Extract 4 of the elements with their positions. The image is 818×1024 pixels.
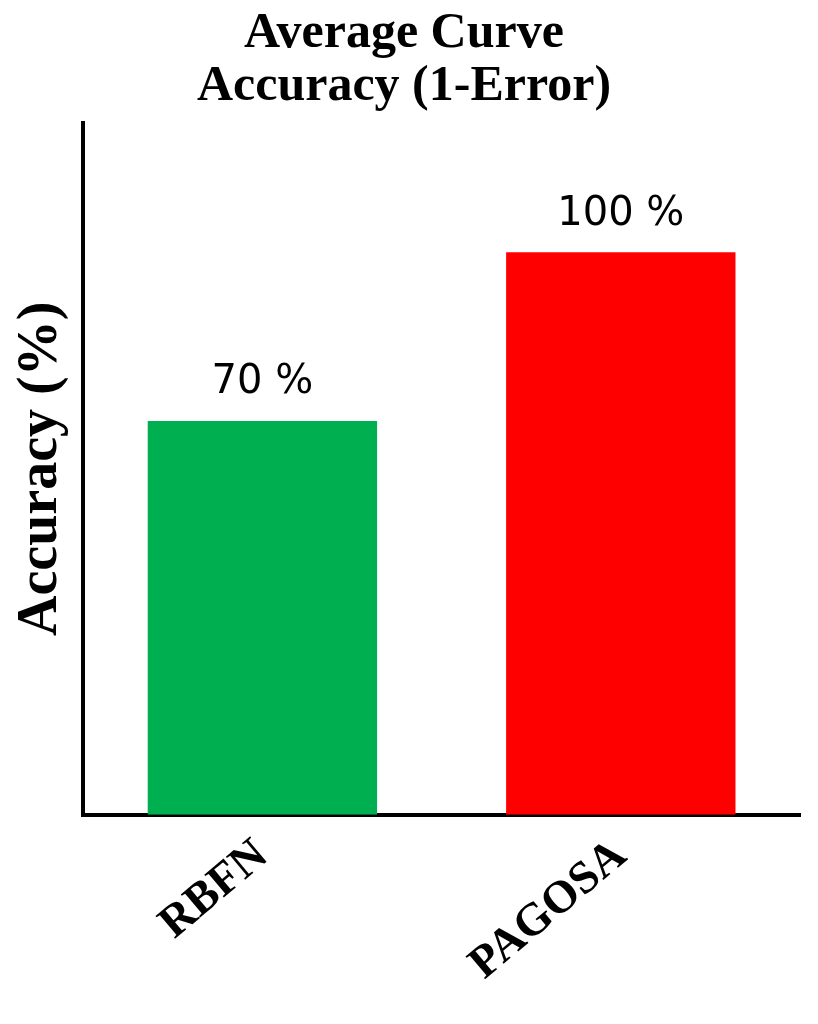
y-axis-title: Accuracy (%)	[6, 301, 70, 637]
data-label: 70 %	[211, 356, 314, 403]
data-label: 100 %	[557, 187, 685, 234]
text: Average Curve	[244, 2, 564, 59]
